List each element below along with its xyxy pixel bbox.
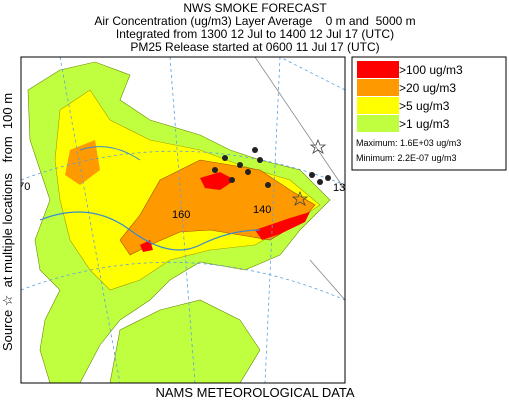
source-label: Source ☆ at multiple locations from 100 … — [0, 93, 15, 351]
grid-label: 170 — [12, 181, 30, 193]
footer: NAMS METEOROLOGICAL DATA — [155, 385, 354, 400]
legend: >100 ug/m3 >20 ug/m3 >5 ug/m3 >1 ug/m3 — [357, 61, 463, 132]
legend-label: >5 ug/m3 — [399, 99, 450, 113]
legend-swatch — [357, 79, 399, 96]
grid-label: 140 — [253, 204, 271, 216]
legend-swatch — [357, 115, 399, 132]
grid-label: 160 — [172, 209, 190, 221]
title: NWS SMOKE FORECAST — [183, 1, 327, 15]
minimum: Minimum: 2.2E-07 ug/m3 — [356, 153, 457, 163]
header-line: Air Concentration (ug/m3) Layer Average … — [94, 14, 415, 28]
map: 170 160 140 130 — [12, 57, 351, 383]
header-line: Integrated from 1300 12 Jul to 1400 12 J… — [116, 27, 394, 41]
header-line: PM25 Release started at 0600 11 Jul 17 (… — [130, 40, 379, 54]
legend-swatch — [357, 97, 399, 114]
legend-swatch — [357, 61, 399, 78]
legend-label: >100 ug/m3 — [399, 63, 463, 77]
legend-label: >20 ug/m3 — [399, 81, 456, 95]
maximum: Maximum: 1.6E+03 ug/m3 — [356, 138, 461, 148]
legend-label: >1 ug/m3 — [399, 117, 450, 131]
grid-label: 130 — [333, 182, 351, 194]
